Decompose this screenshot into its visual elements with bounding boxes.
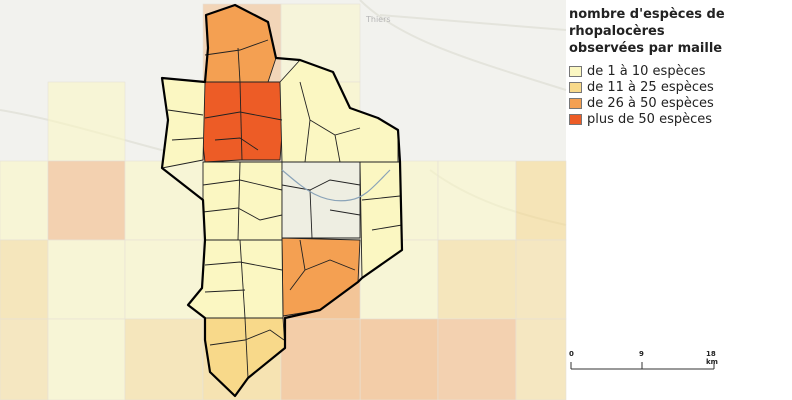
cell bbox=[47, 81, 126, 162]
boundary-line bbox=[361, 195, 401, 201]
cell bbox=[47, 318, 126, 400]
boundary-line bbox=[299, 81, 361, 136]
legend-item: de 26 à 50 espèces bbox=[569, 95, 789, 111]
cell bbox=[280, 318, 361, 400]
legend-title: nombre d'espèces de rhopalocères observé… bbox=[569, 6, 789, 57]
legend-label: de 11 à 25 espèces bbox=[587, 79, 714, 95]
legend-label: plus de 50 espèces bbox=[587, 111, 713, 127]
cell bbox=[437, 160, 517, 241]
scale-bar-graphic bbox=[570, 362, 715, 370]
cell bbox=[47, 239, 126, 320]
legend-swatch bbox=[569, 113, 582, 125]
scale-label: 9 bbox=[639, 350, 644, 358]
territory-outline bbox=[160, 3, 404, 398]
cell bbox=[437, 318, 517, 400]
legend-swatch bbox=[569, 65, 582, 77]
boundary-line bbox=[309, 189, 313, 239]
boundary-line bbox=[171, 137, 204, 141]
boundary-line bbox=[304, 119, 311, 163]
scale-bar: 0 9 18 km bbox=[568, 350, 728, 380]
commune-area bbox=[281, 161, 361, 239]
legend-swatch bbox=[569, 97, 582, 109]
boundary-line bbox=[334, 134, 341, 163]
legend-title-line: nombre d'espèces de bbox=[569, 7, 725, 22]
boundary-line bbox=[281, 179, 361, 191]
commune-boundaries bbox=[167, 39, 403, 379]
cell bbox=[515, 160, 567, 241]
boundary-line bbox=[204, 261, 283, 271]
cell bbox=[0, 318, 49, 400]
cell bbox=[515, 318, 567, 400]
cell bbox=[47, 160, 126, 241]
boundary-line bbox=[202, 179, 283, 191]
legend-title-line: rhopalocères bbox=[569, 24, 665, 39]
commune-area bbox=[202, 161, 283, 241]
boundary-line bbox=[202, 207, 283, 221]
boundary-line bbox=[304, 259, 356, 271]
cell bbox=[359, 318, 439, 400]
basemap-place-label: Thiers bbox=[365, 15, 391, 24]
boundary-line bbox=[371, 224, 403, 231]
boundary-line bbox=[244, 317, 249, 379]
boundary-line bbox=[329, 209, 361, 216]
communes-fill bbox=[161, 4, 403, 397]
legend-item: de 1 à 10 espèces bbox=[569, 63, 789, 79]
scale-label: 18 km bbox=[706, 350, 718, 366]
boundary-line bbox=[239, 81, 243, 161]
boundary-line bbox=[237, 161, 241, 241]
cell bbox=[0, 160, 49, 241]
legend-items: de 1 à 10 espèces de 11 à 25 espèces de … bbox=[569, 63, 789, 127]
map-legend: nombre d'espèces de rhopalocères observé… bbox=[569, 6, 789, 127]
boundary-line bbox=[214, 137, 259, 151]
cell bbox=[515, 239, 567, 320]
cell bbox=[124, 160, 204, 241]
scale-label: 0 bbox=[569, 350, 574, 358]
cell bbox=[437, 239, 517, 320]
boundary-line bbox=[239, 239, 246, 319]
boundary-line bbox=[237, 47, 241, 83]
legend-title-line: observées par maille bbox=[569, 41, 723, 56]
legend-label: de 1 à 10 espèces bbox=[587, 63, 706, 79]
boundary-line bbox=[167, 109, 204, 116]
cell bbox=[124, 318, 204, 400]
legend-item: plus de 50 espèces bbox=[569, 111, 789, 127]
boundary-line bbox=[204, 289, 246, 293]
boundary-line bbox=[204, 111, 283, 121]
legend-swatch bbox=[569, 81, 582, 93]
boundary-line bbox=[209, 329, 285, 346]
cell bbox=[0, 239, 49, 320]
boundary-line bbox=[204, 39, 269, 56]
river bbox=[281, 169, 391, 202]
legend-label: de 26 à 50 espèces bbox=[587, 95, 714, 111]
legend-item: de 11 à 25 espèces bbox=[569, 79, 789, 95]
